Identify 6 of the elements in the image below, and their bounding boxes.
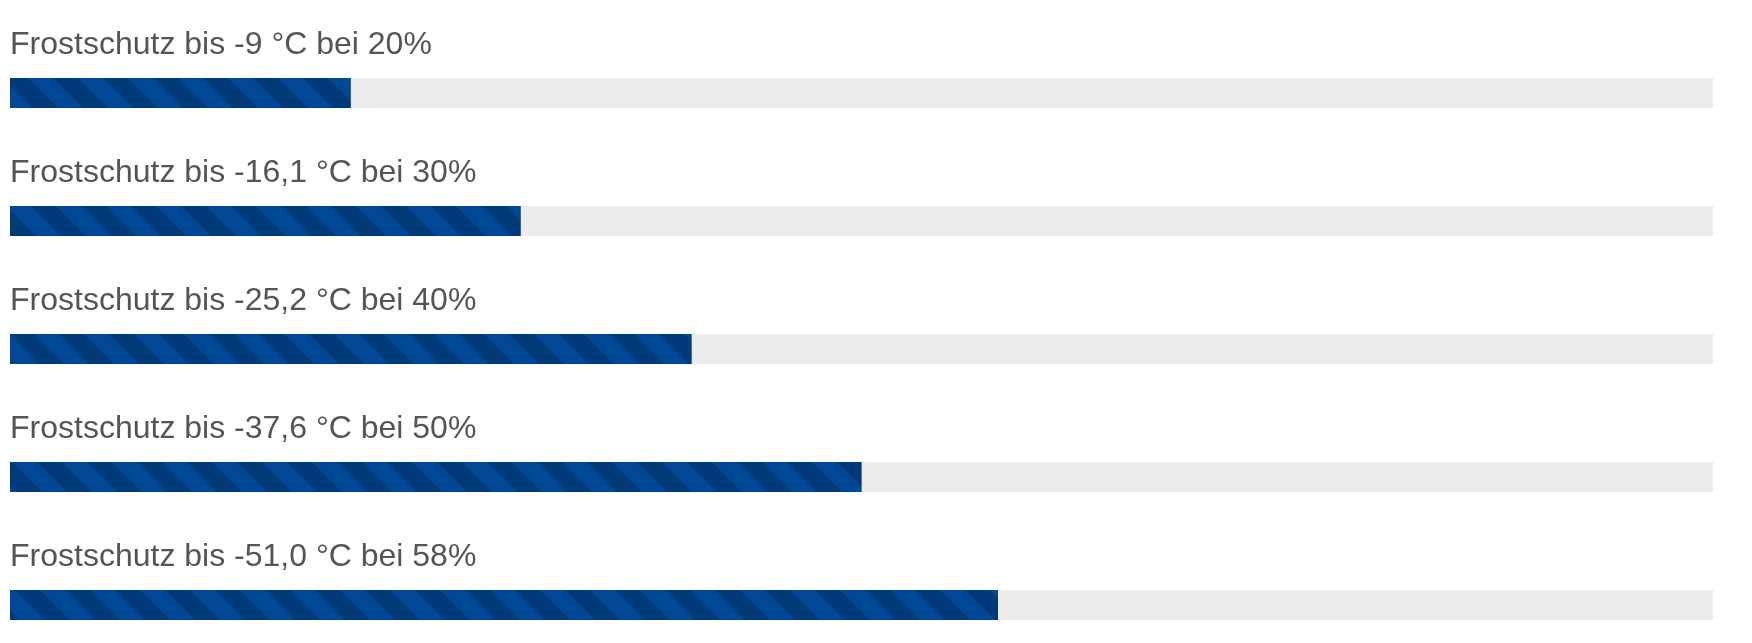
y-tick-label: Frostschutz bis -51,0 °C bei 58%: [10, 537, 477, 573]
bar: [10, 78, 351, 108]
y-tick-label: Frostschutz bis -25,2 °C bei 40%: [10, 281, 477, 317]
y-tick-label: Frostschutz bis -16,1 °C bei 30%: [10, 153, 477, 189]
y-tick-label: Frostschutz bis -37,6 °C bei 50%: [10, 409, 477, 445]
y-tick-label: Frostschutz bis -9 °C bei 20%: [10, 25, 432, 61]
